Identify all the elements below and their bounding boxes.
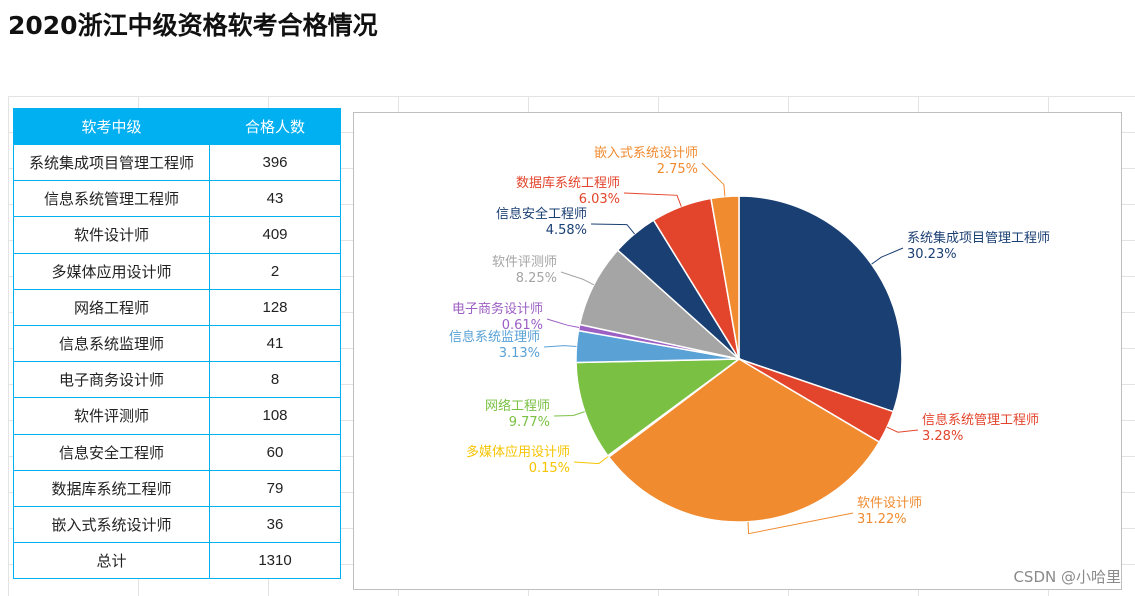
table-row: 软件设计师 409	[13, 216, 341, 254]
cell-pass-count: 1310	[209, 542, 341, 580]
table-row: 软件评测师 108	[13, 397, 341, 435]
table-body: 系统集成项目管理工程师 396 信息系统管理工程师 43 软件设计师 409 多媒体应用设计…	[13, 143, 341, 580]
cell-pass-count: 8	[209, 361, 341, 399]
cell-pass-count: 409	[209, 216, 341, 254]
leader-line	[553, 411, 585, 417]
slice-label: 软件评测师	[492, 255, 557, 270]
cell-exam-name: 电子商务设计师	[13, 361, 210, 399]
cell-exam-name: 信息系统监理师	[13, 324, 210, 363]
slice-label: 电子商务设计师	[452, 301, 543, 317]
table-row: 电子商务设计师 8	[13, 361, 341, 399]
slice-label: 网络工程师	[485, 398, 550, 414]
table-row: 信息安全工程师 60	[13, 433, 341, 471]
slice-percent: 3.28%	[922, 429, 963, 444]
leader-line	[543, 345, 577, 348]
pie-chart-frame: 系统集成项目管理工程师 30.23% 信息系统管理工程师 3.28% 软件设计师 31.2…	[353, 112, 1122, 590]
slice-label: 系统集成项目管理工程师	[907, 230, 1050, 246]
slice-label: 多媒体应用设计师	[466, 444, 570, 460]
leader-line	[560, 271, 595, 286]
pie-slice	[738, 195, 903, 413]
table-row: 系统集成项目管理工程师 396	[13, 143, 341, 182]
leader-line	[886, 426, 919, 433]
table-row: 总计 1310	[13, 542, 341, 580]
leader-line	[546, 318, 580, 328]
cell-exam-name: 信息安全工程师	[13, 433, 210, 471]
cell-exam-name: 信息系统管理工程师	[13, 180, 210, 218]
slice-percent: 0.61%	[502, 318, 543, 333]
slice-label: 嵌入式系统设计师	[594, 146, 698, 161]
cell-exam-name: 多媒体应用设计师	[13, 252, 210, 290]
watermark: CSDN @小哈里	[1013, 568, 1121, 586]
cell-pass-count: 36	[209, 505, 341, 544]
header-pass-count: 合格人数	[209, 108, 341, 145]
cell-pass-count: 41	[209, 324, 341, 363]
slice-percent: 0.15%	[529, 461, 570, 476]
pie-slice	[607, 358, 881, 523]
slice-label: 信息系统监理师	[449, 329, 540, 345]
slice-percent: 6.03%	[579, 192, 620, 207]
cell-exam-name: 总计	[13, 542, 210, 580]
leader-line	[623, 192, 682, 207]
cell-exam-name: 数据库系统工程师	[13, 469, 210, 507]
leader-line	[747, 512, 854, 535]
cell-pass-count: 43	[209, 180, 341, 218]
header-exam-level: 软考中级	[13, 108, 210, 145]
slice-label: 信息安全工程师	[496, 206, 587, 222]
slice-percent: 9.77%	[509, 415, 550, 430]
slice-percent: 3.13%	[499, 346, 540, 361]
leader-line	[590, 223, 635, 235]
table-row: 信息系统管理工程师 43	[13, 180, 341, 218]
cell-pass-count: 60	[209, 433, 341, 471]
leader-line	[573, 455, 609, 465]
cell-pass-count: 396	[209, 143, 341, 182]
table-row: 数据库系统工程师 79	[13, 469, 341, 507]
cell-exam-name: 网络工程师	[13, 288, 210, 326]
table-row: 信息系统监理师 41	[13, 324, 341, 363]
table-header-row: 软考中级 合格人数	[13, 108, 341, 145]
cell-pass-count: 128	[209, 288, 341, 326]
qualification-table: 软考中级 合格人数 系统集成项目管理工程师 396 信息系统管理工程师 43 软件设计师…	[13, 108, 341, 580]
slice-percent: 31.22%	[857, 512, 907, 527]
table-row: 嵌入式系统设计师 36	[13, 505, 341, 544]
cell-pass-count: 2	[209, 252, 341, 290]
slice-label: 信息系统管理工程师	[922, 412, 1039, 428]
cell-exam-name: 嵌入式系统设计师	[13, 505, 210, 544]
cell-exam-name: 系统集成项目管理工程师	[13, 143, 210, 182]
leader-line	[871, 247, 904, 265]
table-row: 网络工程师 128	[13, 288, 341, 326]
slice-percent: 4.58%	[546, 223, 587, 238]
slice-percent: 8.25%	[516, 271, 557, 286]
pie-slice	[710, 195, 740, 360]
cell-pass-count: 79	[209, 469, 341, 507]
cell-exam-name: 软件设计师	[13, 216, 210, 254]
slice-percent: 30.23%	[907, 247, 957, 262]
cell-pass-count: 108	[209, 397, 341, 435]
cell-exam-name: 软件评测师	[13, 397, 210, 435]
table-row: 多媒体应用设计师 2	[13, 252, 341, 290]
page-title: 2020浙江中级资格软考合格情况	[8, 11, 378, 40]
slice-percent: 2.75%	[657, 162, 698, 177]
slice-label: 软件设计师	[857, 496, 922, 511]
leader-line	[701, 162, 726, 197]
slice-label: 数据库系统工程师	[516, 175, 620, 191]
pie-slice	[575, 358, 742, 457]
